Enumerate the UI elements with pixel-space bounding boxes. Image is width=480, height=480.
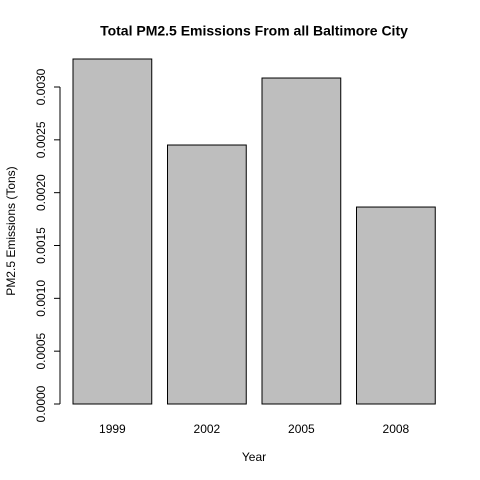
y-axis-label: PM2.5 Emissions (Tons) xyxy=(4,166,18,295)
bar xyxy=(356,206,436,405)
bar xyxy=(167,144,247,405)
x-tick-label: 1999 xyxy=(99,422,126,436)
y-tick-label: 0.0010 xyxy=(34,280,48,317)
bar xyxy=(261,77,342,405)
y-tick-label: 0.0030 xyxy=(34,68,48,105)
y-tick-label: 0.0000 xyxy=(34,385,48,422)
bar xyxy=(72,58,153,405)
x-axis-label: Year xyxy=(242,450,266,464)
y-tick-label: 0.0015 xyxy=(34,227,48,264)
x-tick-label: 2002 xyxy=(194,422,221,436)
chart-title: Total PM2.5 Emissions From all Baltimore… xyxy=(100,23,408,39)
y-tick-label: 0.0020 xyxy=(34,174,48,211)
x-tick-label: 2008 xyxy=(383,422,410,436)
y-tick-label: 0.0005 xyxy=(34,332,48,369)
y-tick-label: 0.0025 xyxy=(34,121,48,158)
x-tick-label: 2005 xyxy=(288,422,315,436)
